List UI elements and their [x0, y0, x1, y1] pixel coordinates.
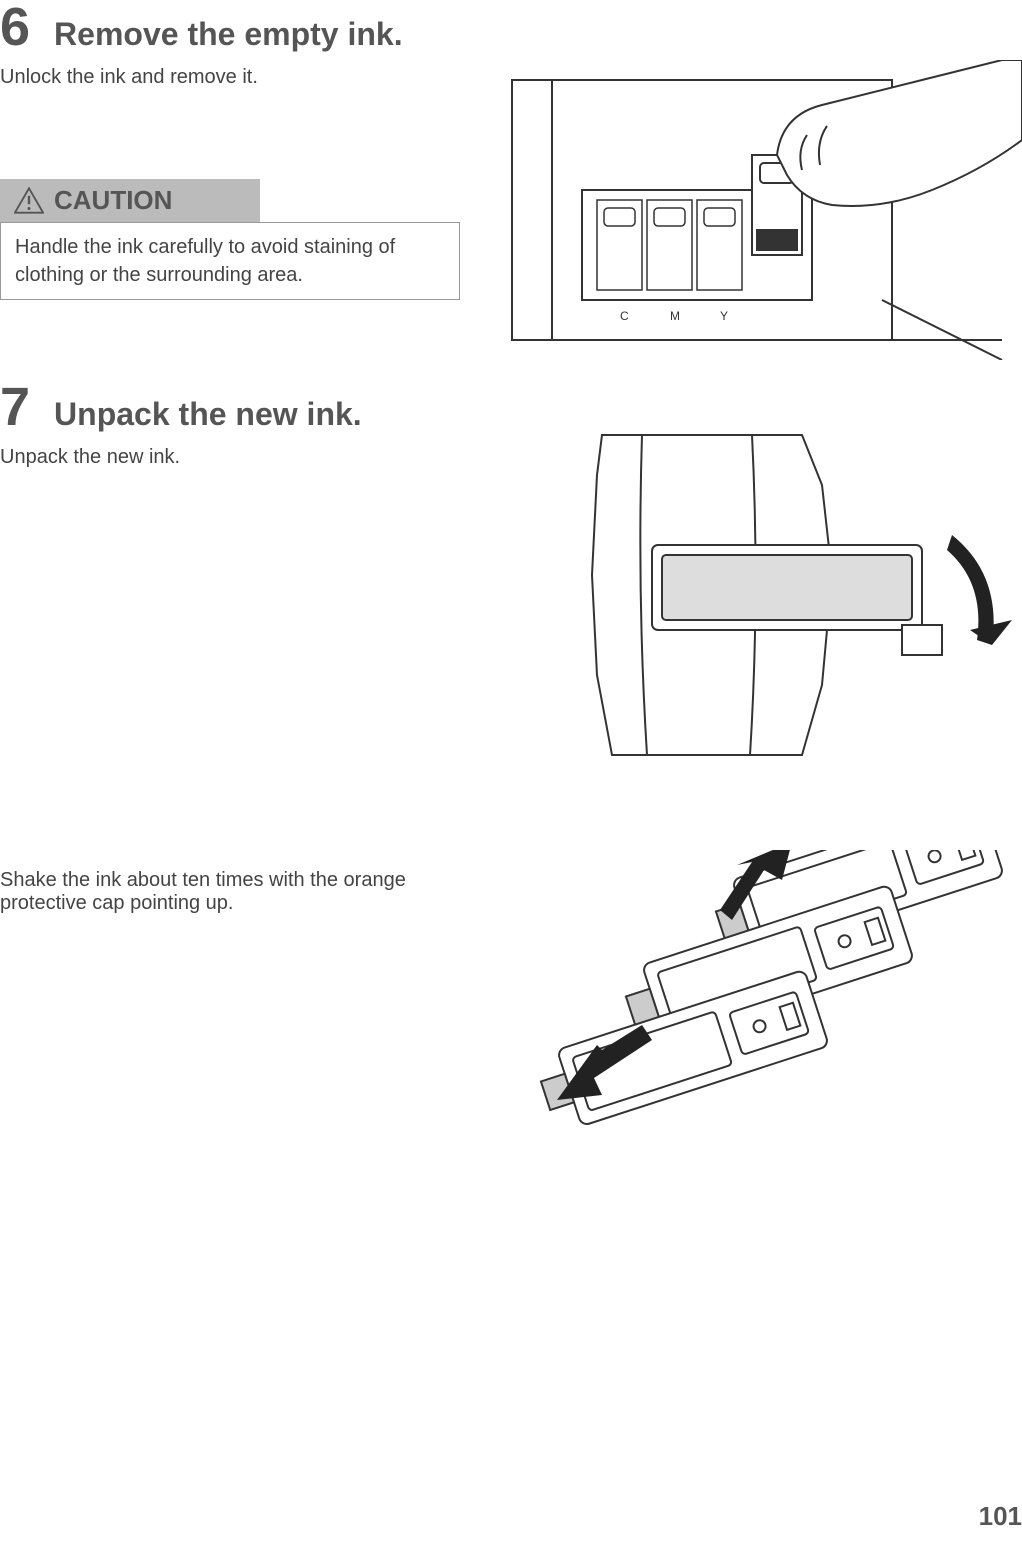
illustration-shake-ink: [502, 850, 1022, 1170]
step-7-number: 7: [0, 380, 30, 434]
caution-text: Handle the ink carefully to avoid staini…: [0, 222, 460, 300]
step-6-number: 6: [0, 0, 30, 54]
page-number: 101: [979, 1501, 1022, 1532]
svg-text:M: M: [670, 309, 680, 323]
illustration-unpack-ink: [522, 425, 1022, 765]
warning-triangle-icon: [14, 187, 44, 214]
svg-text:Y: Y: [720, 309, 728, 323]
step-7-title: Unpack the new ink.: [54, 396, 362, 433]
step-7-sub-body: Shake the ink about ten times with the o…: [0, 869, 460, 915]
step-6-title: Remove the empty ink.: [54, 16, 403, 53]
svg-text:C: C: [620, 309, 629, 323]
step-6-header: 6 Remove the empty ink.: [0, 0, 1022, 54]
caution-header: CAUTION: [0, 179, 260, 222]
illustration-remove-ink: C M Y: [502, 60, 1022, 360]
caution-label: CAUTION: [54, 185, 172, 216]
caution-box: CAUTION Handle the ink carefully to avoi…: [0, 179, 460, 300]
